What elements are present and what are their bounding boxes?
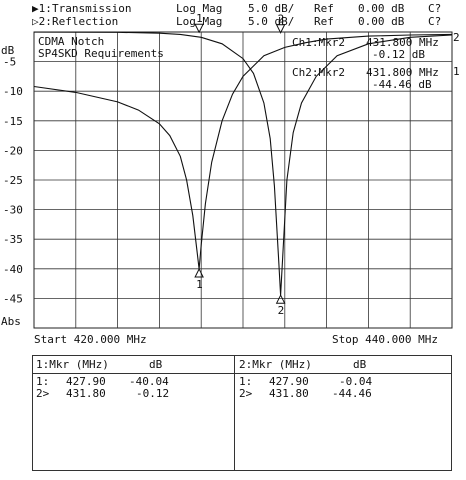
trace-line-transmission	[33, 33, 453, 270]
y-tick-label: -30	[3, 204, 23, 217]
right-table-unit: dB	[353, 358, 367, 371]
marker-transmission-1	[194, 267, 204, 278]
trace1-cal: C?	[428, 2, 442, 15]
marker-table-right: 2:Mkr (MHz) dB 1: 427.90 -0.04 2> 431.80…	[235, 356, 451, 470]
marker-table: 1:Mkr (MHz) dB 1: 427.90 -40.04 2> 431.8…	[32, 355, 452, 471]
right-row2-value: -44.46	[332, 387, 372, 400]
trace1-ref-label: Ref	[314, 2, 334, 15]
trace2-cal: C?	[428, 15, 442, 28]
y-tick-label: -15	[3, 115, 23, 128]
left-row1-value: -40.04	[129, 375, 169, 388]
marker-reflection-2	[275, 294, 286, 304]
y-tick-label: -45	[3, 292, 23, 305]
right-row1-id: 1:	[239, 375, 253, 388]
marker-table-left: 1:Mkr (MHz) dB 1: 427.90 -40.04 2> 431.8…	[33, 356, 235, 470]
y-tick-label: -10	[3, 85, 23, 98]
trace2-marker: ▷2:	[32, 15, 52, 28]
trace-line-reflection	[33, 31, 453, 296]
right-tick-1: 1	[453, 65, 460, 78]
left-table-unit: dB	[149, 358, 163, 371]
y-tick-label: -40	[3, 263, 23, 276]
right-row1-freq: 427.90	[269, 375, 309, 388]
ch2-marker-freq: 431.800 MHz	[366, 66, 439, 79]
trace2-format[interactable]: Log Mag	[176, 15, 223, 28]
right-tick-2: 2	[453, 31, 460, 44]
chart-traces	[33, 31, 453, 296]
chart-plot[interactable]: 1 2 1 2 -5 -10 -15 -20 -25 -30 -35 -40 -45	[0, 0, 466, 350]
stop-frequency[interactable]: Stop 440.000 MHz	[332, 333, 438, 346]
trace1-format[interactable]: Log Mag	[176, 2, 223, 15]
trace1-ref-value[interactable]: 0.00 dB	[358, 2, 405, 15]
y-tick-label: -20	[3, 144, 23, 157]
ch1-marker-label: Ch1:Mkr2	[292, 36, 345, 49]
left-row2-value: -0.12	[136, 387, 170, 400]
ch2-marker-label: Ch2:Mkr2	[292, 66, 345, 79]
trace1-name[interactable]: Transmission	[52, 2, 132, 15]
chart-title-line1: CDMA Notch	[38, 35, 105, 48]
marker-reflection-1	[194, 23, 204, 34]
chart-grid	[33, 31, 453, 329]
marker-id-reflection-2: 2	[278, 304, 285, 317]
right-table-divider	[235, 373, 451, 374]
left-row1-id: 1:	[36, 375, 50, 388]
left-row2-id: 2>	[36, 387, 50, 400]
marker-transmission-2	[275, 24, 286, 34]
ch1-marker-value: -0.12 dB	[372, 48, 425, 61]
y-bottom-label: Abs	[1, 315, 21, 328]
left-row2-freq: 431.80	[66, 387, 106, 400]
y-tick-label: -5	[3, 56, 16, 69]
trace1-scale[interactable]: 5.0 dB/	[248, 2, 295, 15]
left-row1-freq: 427.90	[66, 375, 106, 388]
y-tick-label: -35	[3, 233, 23, 246]
trace2-ref-value[interactable]: 0.00 dB	[358, 15, 405, 28]
trace1-marker: ▶1:	[32, 2, 52, 15]
chart-title-line2: SP4SKD Requirements	[38, 47, 164, 60]
trace2-name[interactable]: Reflection	[52, 15, 119, 28]
start-frequency[interactable]: Start 420.000 MHz	[34, 333, 147, 346]
trace2-ref-label: Ref	[314, 15, 334, 28]
right-table-header: 2:Mkr (MHz)	[239, 358, 312, 371]
y-tick-label: -25	[3, 174, 23, 187]
y-unit-label: dB	[1, 44, 15, 57]
right-row2-id: 2>	[239, 387, 253, 400]
left-table-divider	[33, 373, 234, 374]
marker-id-transmission-2: 2	[278, 13, 285, 26]
marker-id-reflection-1: 1	[196, 12, 203, 25]
left-table-header: 1:Mkr (MHz)	[36, 358, 109, 371]
right-row2-freq: 431.80	[269, 387, 309, 400]
right-row1-value: -0.04	[339, 375, 373, 388]
ch1-marker-freq: 431.800 MHz	[366, 36, 439, 49]
marker-id-transmission-1: 1	[196, 278, 203, 291]
ch2-marker-value: -44.46 dB	[372, 78, 432, 91]
chart-labels: -5 -10 -15 -20 -25 -30 -35 -40 -45	[3, 56, 23, 306]
chart-markers: 1 2 1 2	[194, 12, 286, 317]
